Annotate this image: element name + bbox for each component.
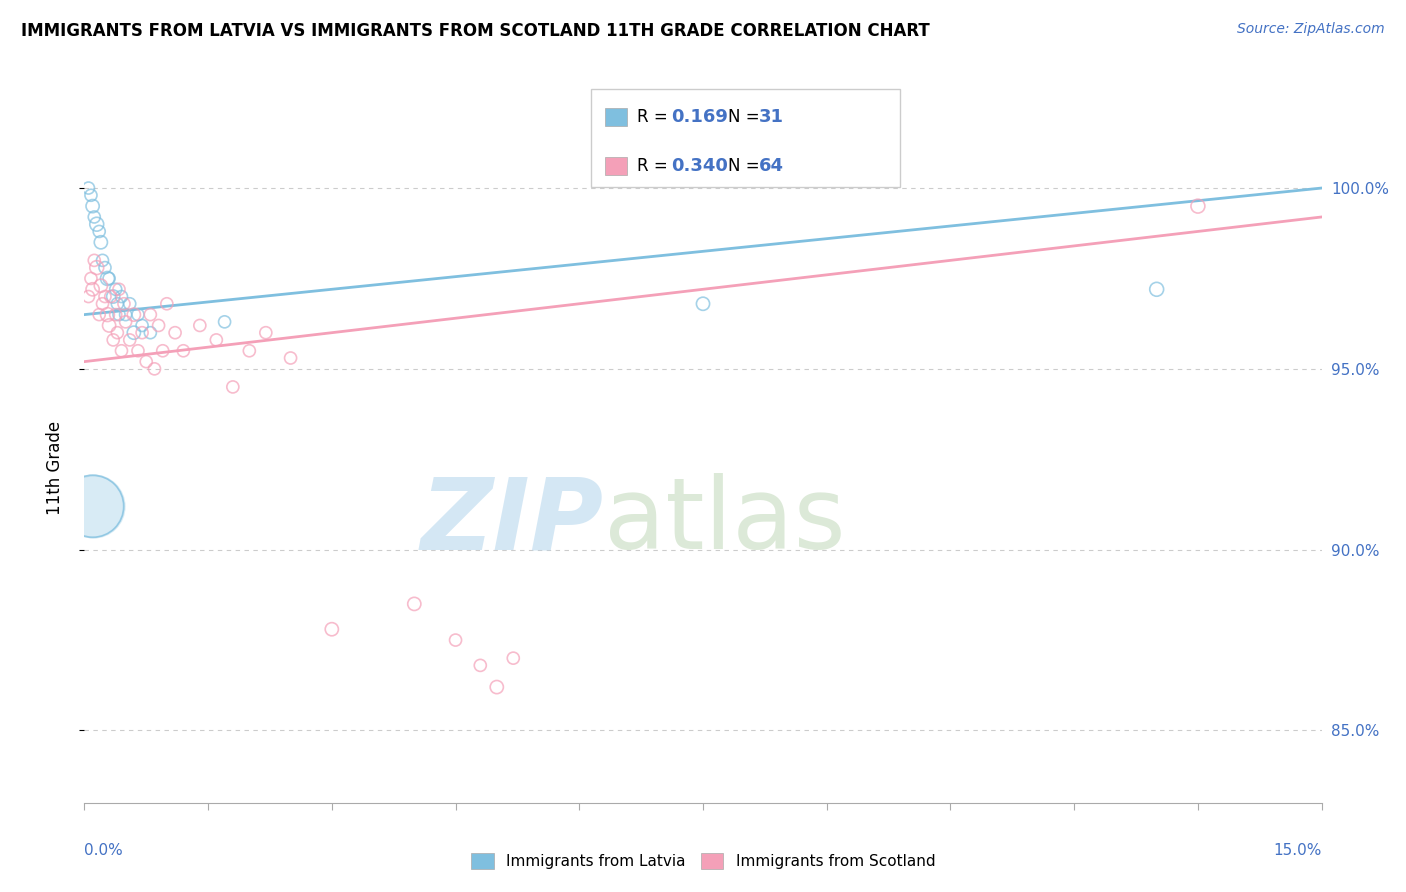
Point [91, 297, 114, 311]
Point [82, 500, 104, 514]
Point [156, 297, 179, 311]
Point [91, 253, 114, 268]
Point [127, 308, 149, 322]
Text: 0.0%: 0.0% [84, 843, 124, 858]
Text: atlas: atlas [605, 474, 845, 570]
Point [139, 308, 162, 322]
Point [98, 271, 121, 285]
Point [1187, 199, 1209, 213]
Y-axis label: 11th Grade: 11th Grade [45, 421, 63, 516]
Text: R =: R = [637, 157, 673, 175]
Point [94, 289, 117, 303]
Point [96, 271, 118, 285]
Point [131, 326, 153, 340]
Legend: Immigrants from Latvia, Immigrants from Scotland: Immigrants from Latvia, Immigrants from … [464, 847, 942, 875]
Point [214, 315, 236, 329]
Text: ZIP: ZIP [420, 474, 605, 570]
Point [139, 326, 162, 340]
Point [83, 253, 105, 268]
Point [118, 297, 141, 311]
Point [90, 235, 112, 250]
Point [94, 260, 117, 275]
Point [1146, 282, 1168, 296]
Point [205, 333, 228, 347]
Point [485, 680, 508, 694]
Point [444, 633, 467, 648]
Point [143, 362, 166, 376]
Text: 64: 64 [759, 157, 785, 175]
Point [86, 260, 108, 275]
Point [148, 318, 170, 333]
Text: 0.340: 0.340 [671, 157, 727, 175]
Text: 31: 31 [759, 108, 785, 126]
Point [103, 289, 125, 303]
Text: N =: N = [728, 108, 765, 126]
Point [131, 318, 153, 333]
Point [222, 380, 245, 394]
Point [127, 343, 149, 358]
Point [238, 343, 260, 358]
Point [254, 326, 277, 340]
Point [172, 343, 194, 358]
Point [108, 282, 131, 296]
Point [321, 622, 343, 636]
Text: 15.0%: 15.0% [1274, 843, 1322, 858]
Point [470, 658, 492, 673]
Text: Source: ZipAtlas.com: Source: ZipAtlas.com [1237, 22, 1385, 37]
Point [80, 188, 103, 202]
Text: IMMIGRANTS FROM LATVIA VS IMMIGRANTS FROM SCOTLAND 11TH GRADE CORRELATION CHART: IMMIGRANTS FROM LATVIA VS IMMIGRANTS FRO… [21, 22, 929, 40]
Point [404, 597, 426, 611]
Point [104, 282, 127, 296]
Point [82, 199, 104, 213]
Point [105, 326, 128, 340]
Point [86, 217, 108, 231]
Point [114, 308, 136, 322]
Point [122, 326, 145, 340]
Point [110, 289, 132, 303]
Point [135, 354, 157, 368]
Text: N =: N = [728, 157, 765, 175]
Point [692, 297, 714, 311]
Point [82, 500, 104, 514]
Point [280, 351, 302, 365]
Point [80, 271, 103, 285]
Point [152, 343, 174, 358]
Point [96, 308, 118, 322]
Text: R =: R = [637, 108, 673, 126]
Point [100, 289, 122, 303]
Point [104, 308, 127, 322]
Point [77, 181, 100, 195]
Point [89, 308, 111, 322]
Point [110, 343, 132, 358]
Point [108, 308, 131, 322]
Point [165, 326, 187, 340]
Point [77, 289, 100, 303]
Point [122, 308, 145, 322]
Point [114, 315, 136, 329]
Point [89, 224, 111, 238]
Point [502, 651, 524, 665]
Text: 0.169: 0.169 [671, 108, 727, 126]
Point [103, 333, 125, 347]
Point [82, 282, 104, 296]
Point [90, 278, 112, 293]
Point [112, 297, 135, 311]
Point [105, 297, 128, 311]
Point [83, 210, 105, 224]
Point [118, 333, 141, 347]
Point [188, 318, 211, 333]
Point [98, 318, 121, 333]
